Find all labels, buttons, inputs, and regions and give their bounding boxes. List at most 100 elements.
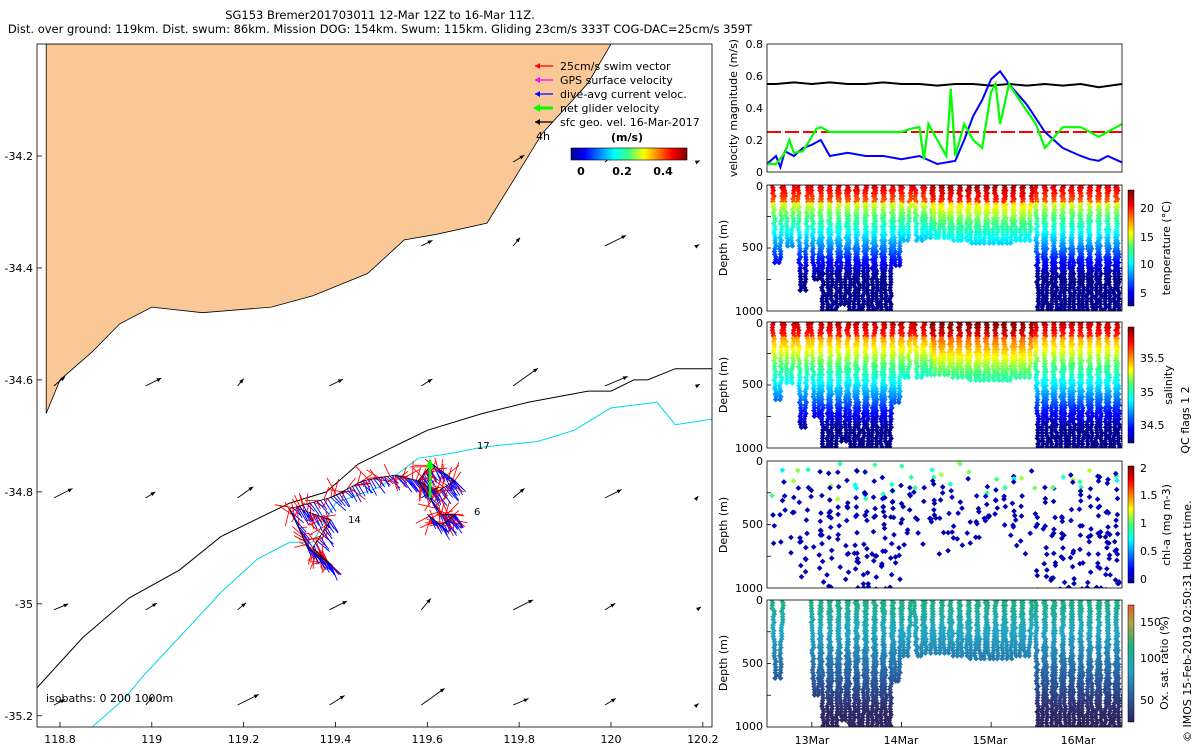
isobath-1000m <box>91 401 712 727</box>
geo-velocity-arrow-head <box>60 376 66 382</box>
temperature-point <box>1053 306 1060 311</box>
salinity-point <box>851 443 858 448</box>
dac-vector <box>316 500 330 515</box>
swim-vector <box>440 498 449 515</box>
geo-velocity-arrow-head <box>439 688 445 693</box>
temperature-point <box>904 237 911 244</box>
temperature-point <box>891 251 898 258</box>
swim-vector <box>330 484 334 498</box>
temperature-point <box>878 306 885 311</box>
velocity-series-dive-avg-current <box>767 69 1122 171</box>
temperature-point <box>964 237 971 244</box>
dac-vector <box>296 524 311 540</box>
glider-track-vectors <box>274 457 468 581</box>
swim-vector <box>315 537 321 555</box>
dac-vector <box>434 520 443 535</box>
dac-vector <box>346 488 354 497</box>
dac-vector <box>296 506 303 519</box>
geo-velocity-arrow-head <box>60 699 66 704</box>
dac-vector <box>362 480 369 494</box>
swim-vector <box>307 539 310 548</box>
temperature-point <box>1122 188 1128 194</box>
temperature-point <box>1124 182 1130 188</box>
dac-vector <box>324 528 333 540</box>
temperature-point <box>884 306 890 311</box>
swim-vector <box>379 477 383 489</box>
lat-tick-label: -35.2 <box>5 710 33 723</box>
salinity-points <box>769 322 1122 448</box>
dac-vector <box>298 508 310 526</box>
temperature-point <box>1035 306 1041 311</box>
swim-vector <box>291 505 301 523</box>
temperature-point <box>819 306 826 311</box>
salinity-point <box>824 443 830 448</box>
lon-tick-label: 120 <box>600 733 621 746</box>
temperature-point <box>1107 306 1113 311</box>
temperature-point <box>1122 207 1128 213</box>
swim-vector <box>354 465 369 481</box>
dac-vector <box>373 478 386 494</box>
temperature-point <box>1116 306 1122 311</box>
dac-vector <box>392 475 401 491</box>
swim-vector <box>284 508 290 527</box>
salinity-point <box>798 424 805 431</box>
lat-tick-label: -34.4 <box>5 262 33 275</box>
swim-vector <box>366 469 380 479</box>
swim-vector <box>428 511 441 516</box>
swim-vector <box>291 498 300 509</box>
velocity-y-ticks: 0 0.2 0.4 0.6 0.8 <box>746 38 764 179</box>
geo-velocity-arrow <box>512 367 539 387</box>
geo-velocity-arrow-head <box>610 603 616 608</box>
dac-vector <box>328 521 339 534</box>
swim-vector <box>439 510 451 515</box>
salinity-point <box>802 424 809 431</box>
swim-vector <box>295 506 300 526</box>
geo-velocity-arrow-head <box>622 376 628 380</box>
swim-vector <box>383 464 391 477</box>
temperature-point <box>981 240 988 247</box>
temperature-point <box>1111 306 1117 311</box>
geo-velocity-arrow-head <box>253 694 259 699</box>
swim-vector <box>320 541 324 558</box>
geo-velocity-arrow-head <box>693 496 699 501</box>
temperature-point <box>1121 262 1122 269</box>
swim-vector <box>436 521 446 523</box>
swim-vector <box>321 529 326 541</box>
temperature-point <box>784 243 791 249</box>
temperature-point <box>1004 240 1010 247</box>
temperature-point <box>922 234 929 241</box>
swim-vector <box>341 490 345 502</box>
dac-vector <box>327 524 335 533</box>
dac-vector <box>444 522 457 534</box>
dac-vector <box>316 540 330 552</box>
geo-velocity-arrow-head <box>427 240 433 245</box>
geo-velocity-arrow-head <box>426 598 431 604</box>
swim-vector <box>429 490 446 498</box>
salinity-point <box>833 443 839 448</box>
swim-vector <box>403 477 408 487</box>
dac-vector <box>357 483 366 497</box>
geo-velocity-arrow-head <box>156 378 162 382</box>
map-panel: 118.8 119 119.2 119.4 119.6 119.8 120 120.2 -34… <box>5 43 719 746</box>
temperature-point <box>955 237 962 244</box>
geo-velocity-arrow-head <box>241 602 246 608</box>
temperature-point <box>859 306 866 311</box>
temperature-point <box>1122 246 1128 252</box>
salinity-panel <box>766 321 1135 449</box>
temperature-point <box>986 240 993 247</box>
land-mass <box>45 44 612 414</box>
swim-vector <box>306 493 309 505</box>
swim-vector <box>387 475 400 483</box>
geo-velocity-arrow-head <box>696 606 702 612</box>
dac-vector <box>354 484 362 495</box>
legend-label-dac: dive-avg current veloc. <box>560 88 687 101</box>
lat-tick-label: -34.8 <box>5 486 33 499</box>
temperature-point <box>1122 215 1128 221</box>
swim-vector <box>322 514 332 521</box>
temperature-point <box>1121 248 1122 255</box>
temperature-points <box>769 182 1130 311</box>
temperature-point <box>1123 243 1129 249</box>
geo-velocity-arrow-head <box>152 603 157 608</box>
swim-vector <box>330 564 342 575</box>
geo-velocity-arrow-head <box>337 379 343 384</box>
